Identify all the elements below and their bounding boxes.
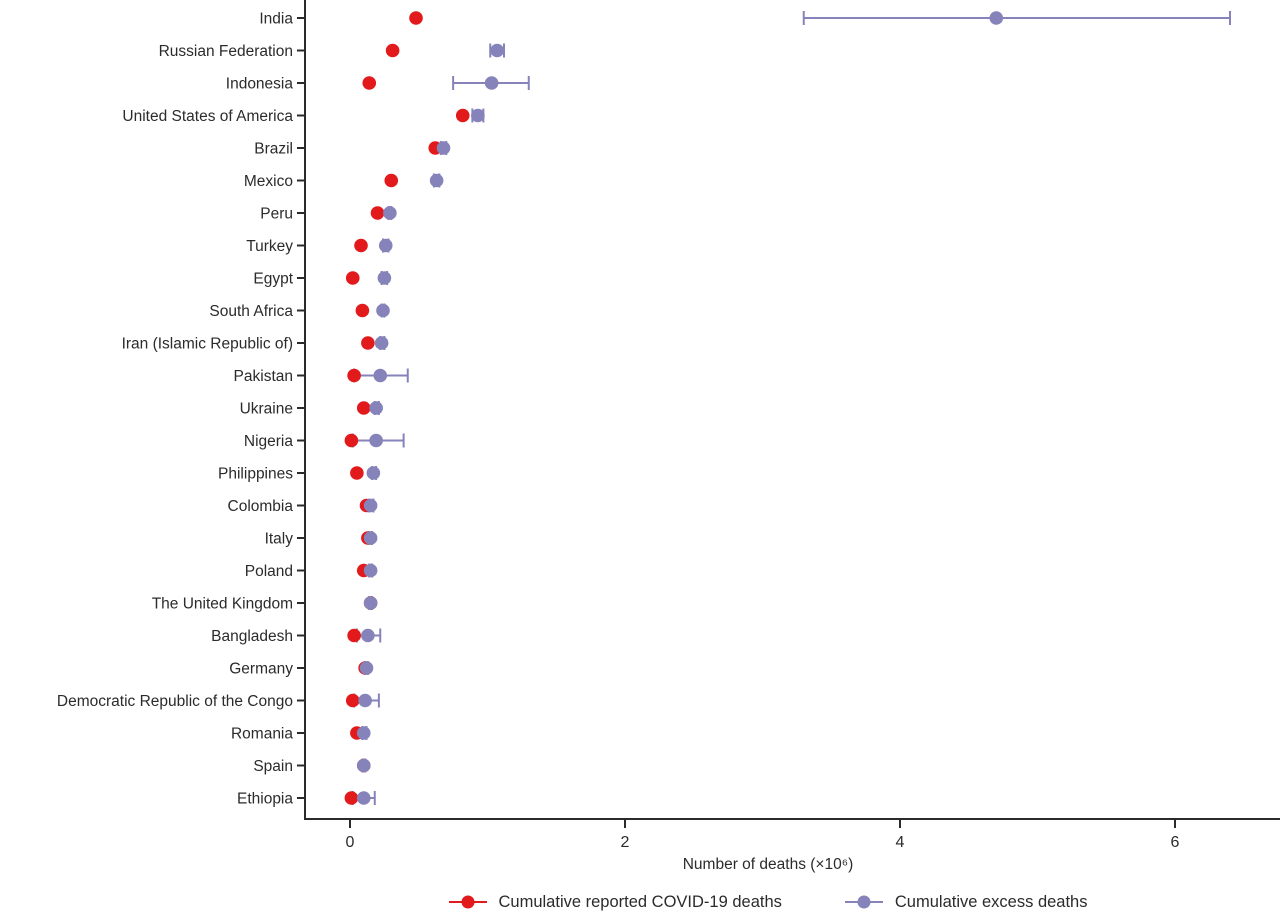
excess-deaths-dot: [377, 271, 392, 285]
reported-deaths-dot: [344, 791, 359, 805]
excess-deaths-dot: [989, 11, 1004, 25]
y-tick-label: South Africa: [209, 303, 293, 320]
reported-deaths-dot: [384, 173, 399, 188]
y-tick-label: Democratic Republic of the Congo: [57, 693, 293, 710]
y-tick-label: Iran (Islamic Republic of): [122, 336, 293, 353]
x-tick-label: 2: [621, 834, 630, 851]
excess-deaths-dot: [363, 596, 378, 610]
reported-deaths-dot: [350, 466, 364, 480]
legend-label-reported: Cumulative reported COVID-19 deaths: [498, 892, 782, 911]
y-tick-label: Spain: [253, 758, 293, 775]
excess-deaths-dot: [484, 76, 499, 90]
excess-deaths-dot: [374, 336, 389, 350]
excess-deaths-dot: [369, 401, 383, 415]
dot-plot-chart: 0 2 4 6 India Russian Federation Indonesia Unit…: [57, 0, 1280, 873]
excess-legend-marker-icon: [844, 895, 883, 909]
y-tick-label: Nigeria: [244, 433, 293, 450]
y-tick-label: Ukraine: [240, 401, 293, 418]
x-tick-label: 0: [346, 834, 355, 851]
reported-deaths-dot: [370, 206, 385, 220]
excess-deaths-dot: [378, 238, 393, 253]
y-tick-label: Germany: [229, 661, 293, 678]
reported-deaths-dot: [361, 336, 375, 350]
excess-deaths-dot: [356, 758, 371, 773]
reported-legend-marker-icon: [448, 895, 487, 909]
reported-deaths-dot: [385, 43, 400, 58]
excess-deaths-dot: [363, 531, 378, 545]
excess-deaths-dot: [358, 693, 372, 708]
excess-deaths-dot: [363, 498, 378, 513]
y-tick-label: Mexico: [244, 173, 293, 190]
y-tick-label: Egypt: [253, 271, 293, 288]
chart-legend: Cumulative reported COVID-19 deaths Cumu…: [0, 881, 1280, 918]
excess-deaths-dot: [363, 563, 378, 578]
y-tick-label: Indonesia: [226, 76, 294, 93]
legend-dot: [857, 895, 871, 909]
reported-deaths-dot: [354, 238, 368, 253]
excess-deaths-dot: [373, 368, 388, 383]
x-tick-label: 6: [1171, 834, 1180, 851]
y-tick-label: Colombia: [228, 498, 294, 515]
excess-deaths-dot: [361, 628, 375, 643]
reported-deaths-dot: [345, 693, 360, 708]
y-tick-label: Peru: [260, 206, 293, 223]
reported-deaths-dot: [409, 11, 423, 25]
y-tick-label: Poland: [245, 563, 293, 580]
excess-deaths-dot: [366, 466, 381, 480]
reported-deaths-dot: [362, 76, 377, 90]
x-axis-title: Number of deaths (×10⁶): [683, 856, 854, 873]
y-tick-label: Turkey: [246, 238, 293, 255]
excess-deaths-dot: [356, 726, 371, 740]
x-tick-label: 4: [896, 834, 905, 851]
reported-deaths-dot: [345, 271, 360, 285]
excess-deaths-dot: [376, 303, 390, 318]
excess-deaths-dot: [369, 433, 383, 448]
excess-deaths-dot: [359, 661, 374, 675]
legend-dot: [461, 895, 474, 909]
y-tick-label: Romania: [231, 726, 293, 743]
reported-deaths-dot: [347, 368, 361, 383]
y-tick-label: Ethiopia: [237, 791, 293, 808]
legend-item-excess: Cumulative excess deaths: [844, 893, 1088, 912]
y-tick-label: Bangladesh: [211, 628, 293, 645]
reported-deaths-dot: [347, 628, 361, 643]
reported-deaths-dot: [455, 108, 470, 123]
excess-deaths-dot: [436, 141, 451, 155]
plot-area: 0 2 4 6 India Russian Federation Indonesia Unit…: [57, 0, 1280, 851]
y-tick-label: The United Kingdom: [152, 596, 293, 613]
y-tick-label: Philippines: [218, 466, 293, 483]
y-tick-label: Brazil: [254, 141, 293, 158]
excess-deaths-dot: [429, 173, 444, 188]
excess-deaths-dot: [490, 43, 504, 58]
y-tick-label: United States of America: [122, 108, 293, 125]
excess-deaths-dot: [356, 791, 371, 805]
excess-deaths-dot: [471, 108, 485, 123]
excess-deaths-dot: [383, 206, 397, 220]
reported-deaths-dot: [355, 303, 370, 318]
y-tick-label: Italy: [265, 531, 294, 548]
y-tick-label: India: [259, 11, 293, 28]
reported-deaths-dot: [356, 401, 371, 415]
legend-item-reported: Cumulative reported COVID-19 deaths: [448, 893, 782, 912]
legend-label-excess: Cumulative excess deaths: [894, 892, 1088, 911]
y-tick-label: Pakistan: [234, 368, 293, 385]
reported-deaths-dot: [344, 433, 359, 448]
y-tick-label: Russian Federation: [159, 43, 293, 60]
